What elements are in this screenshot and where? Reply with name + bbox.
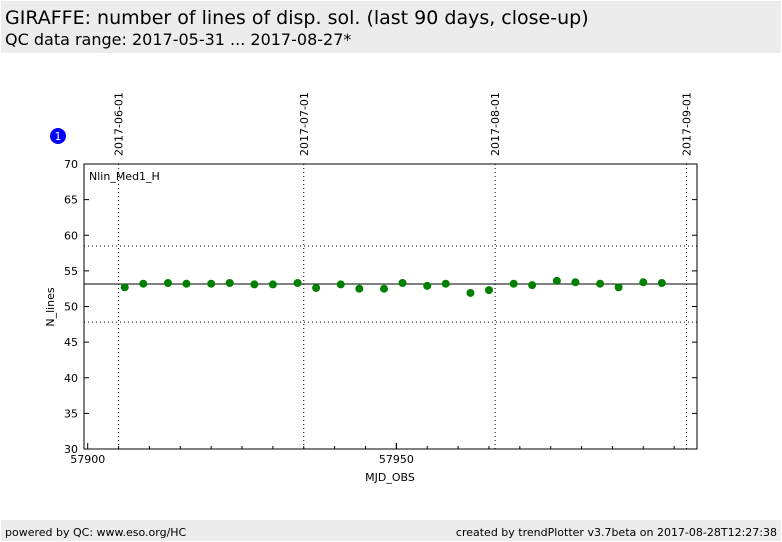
chart: 1 Nlin_Med1_H MJD_OBS N_lines 30 35 40 45 50… [44,92,698,484]
data-point [207,279,216,288]
data-point [528,281,537,290]
data-point [120,283,129,292]
y-tick-label: 50 [64,301,78,314]
y-tick-label: 65 [64,194,78,207]
y-tick-label: 45 [64,336,78,349]
legend-label: Nlin_Med1_H [89,170,160,183]
data-point [509,279,518,288]
y-tick-label: 35 [64,407,78,420]
data-point [225,278,234,287]
data-point [336,280,345,289]
page-title: GIRAFFE: number of lines of disp. sol. (… [5,7,589,29]
badge-number: 1 [55,130,62,143]
data-point [466,288,475,297]
x-axis-label: MJD_OBS [365,471,415,484]
page-subtitle: QC data range: 2017-05-31 ... 2017-08-27… [5,30,352,49]
date-tick-label: 2017-07-01 [298,92,311,156]
data-point [441,279,450,288]
data-point [163,278,172,287]
data-point [639,278,648,287]
data-point [293,278,302,287]
data-point [423,281,432,290]
date-tick-label: 2017-06-01 [113,92,126,156]
data-point [614,283,623,292]
data-point [182,279,191,288]
data-point [355,284,364,293]
y-tick-label: 60 [64,229,78,242]
footer-created-by: created by trendPlotter v3.7beta on 2017… [455,526,777,539]
data-point [380,284,389,293]
data-point [596,279,605,288]
data-point [250,280,259,289]
data-point [552,276,561,285]
badge-icon [50,128,66,144]
data-point [268,280,277,289]
footer: powered by QC: www.eso.org/HC created by… [1,520,781,541]
data-point [312,283,321,292]
data-point [657,278,666,287]
data-point [571,278,580,287]
y-axis-label: N_lines [44,287,57,327]
data-point [139,279,148,288]
x-tick-label: 57900 [70,453,105,466]
header: GIRAFFE: number of lines of disp. sol. (… [1,1,781,53]
data-point [484,286,493,295]
y-tick-label: 55 [64,265,78,278]
date-tick-label: 2017-08-01 [489,92,502,156]
plot-frame [83,163,698,450]
footer-powered-by: powered by QC: www.eso.org/HC [5,526,187,539]
y-tick-label: 30 [64,443,78,456]
x-tick-label: 57950 [379,453,414,466]
date-tick-label: 2017-09-01 [681,92,694,156]
data-point [398,278,407,287]
y-tick-label: 70 [64,158,78,171]
y-tick-label: 40 [64,372,78,385]
